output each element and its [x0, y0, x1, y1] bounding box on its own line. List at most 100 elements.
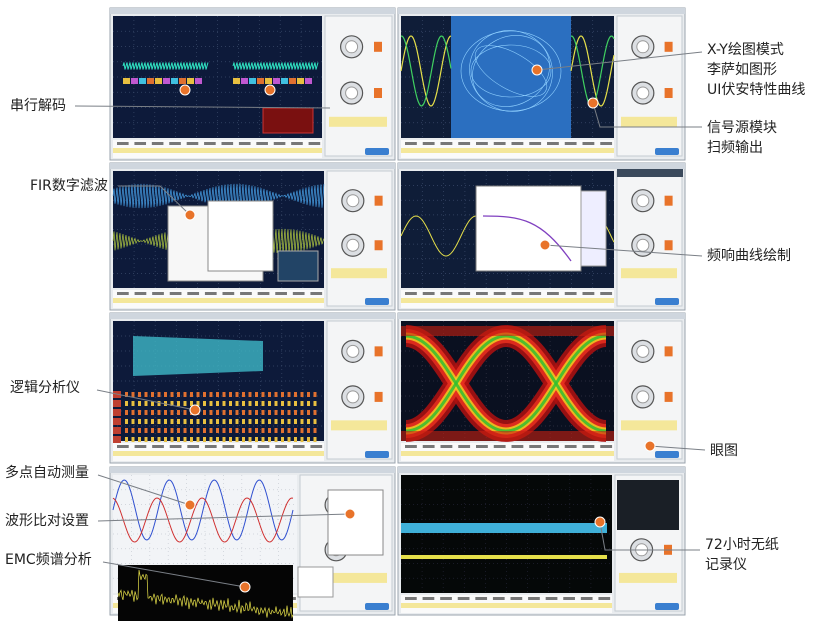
knob-indicator: [665, 42, 673, 52]
run-button: [365, 603, 389, 610]
logic-pulse: [301, 419, 304, 424]
decode-packet: [195, 78, 202, 84]
record-band: [401, 523, 607, 533]
logic-pulse: [125, 428, 128, 433]
title-bar: [110, 163, 395, 169]
logic-pulse: [288, 437, 291, 442]
logic-pulse: [281, 428, 284, 433]
measure-row: [401, 451, 614, 456]
filter-thumb: [278, 251, 318, 281]
status-block: [331, 420, 387, 430]
logic-pulse: [132, 410, 135, 415]
decode-packet: [249, 78, 256, 84]
logic-pulse: [262, 428, 265, 433]
title-bar: [398, 467, 685, 473]
logic-pulse: [197, 392, 200, 397]
channel-tag: [113, 427, 121, 434]
logic-pulse: [314, 392, 317, 397]
measure-cell: [528, 597, 540, 600]
measure-cell: [274, 142, 286, 145]
side-dialog: [581, 191, 606, 266]
dark-toolbar: [617, 169, 683, 177]
logic-pulse: [223, 392, 226, 397]
logic-pulse: [249, 419, 252, 424]
logic-pulse: [151, 392, 154, 397]
logic-pulse: [294, 437, 297, 442]
measure-cell: [187, 445, 199, 448]
measure-cell: [423, 292, 435, 295]
callout-label: 信号源模块: [707, 120, 777, 136]
callout-dot: [185, 500, 195, 510]
measure-cell: [275, 292, 287, 295]
logic-pulse: [210, 392, 213, 397]
decode-packet: [273, 78, 280, 84]
measure-cell: [169, 142, 181, 145]
knob-indicator: [374, 42, 382, 52]
title-bar: [110, 467, 395, 473]
decode-packet: [187, 78, 194, 84]
callout-label: 72小时无纸: [705, 537, 779, 553]
logic-pulse: [145, 419, 148, 424]
logic-pulse: [158, 401, 161, 406]
measure-cell: [475, 597, 487, 600]
measure-row: [113, 451, 324, 456]
logic-pulse: [171, 392, 174, 397]
knob-cap: [637, 87, 649, 99]
logic-pulse: [301, 410, 304, 415]
title-bar: [398, 313, 685, 319]
measure-cell: [565, 445, 577, 448]
measure-cell: [187, 142, 199, 145]
callout-label: X-Y绘图模式: [707, 42, 784, 58]
logic-pulse: [242, 419, 245, 424]
logic-pulse: [197, 437, 200, 442]
logic-pulse: [301, 428, 304, 433]
measure-cell: [222, 142, 234, 145]
knob-cap: [637, 195, 649, 207]
callout-dot: [645, 441, 655, 451]
callout-dot: [588, 98, 598, 108]
logic-pulse: [294, 410, 297, 415]
measure-cell: [441, 445, 453, 448]
measure-cell: [117, 445, 129, 448]
knob-indicator: [375, 240, 383, 250]
measure-cell: [512, 142, 524, 145]
measure-cell: [405, 292, 417, 295]
logic-pulse: [216, 428, 219, 433]
measure-cell: [440, 597, 452, 600]
logic-pulse: [203, 437, 206, 442]
logic-pulse: [145, 401, 148, 406]
decode-packet: [257, 78, 264, 84]
measure-cell: [187, 292, 199, 295]
status-block: [619, 573, 677, 583]
logic-pulse: [158, 428, 161, 433]
measure-cell: [152, 445, 164, 448]
logic-pulse: [275, 428, 278, 433]
measure-cell: [581, 597, 593, 600]
logic-pulse: [138, 419, 141, 424]
measure-cell: [563, 597, 575, 600]
measure-row: [401, 148, 614, 153]
logic-pulse: [171, 428, 174, 433]
logic-pulse: [262, 437, 265, 442]
knob-cap: [347, 391, 359, 403]
callout-dot: [595, 517, 605, 527]
measure-cell: [476, 445, 488, 448]
status-block: [621, 420, 677, 430]
callout-dot: [540, 240, 550, 250]
logic-pulse: [177, 437, 180, 442]
measure-cell: [405, 445, 417, 448]
decode-packet: [241, 78, 248, 84]
measure-cell: [135, 292, 147, 295]
logic-pulse: [255, 428, 258, 433]
measure-cell: [117, 292, 129, 295]
measure-cell: [493, 597, 505, 600]
callout-label: 李萨如图形: [707, 62, 777, 78]
logic-pulse: [184, 392, 187, 397]
decode-packet: [171, 78, 178, 84]
spectrum-area: [118, 565, 293, 621]
logic-pulse: [203, 419, 206, 424]
title-bar: [398, 8, 685, 14]
run-button: [365, 298, 389, 305]
status-block: [331, 268, 387, 278]
